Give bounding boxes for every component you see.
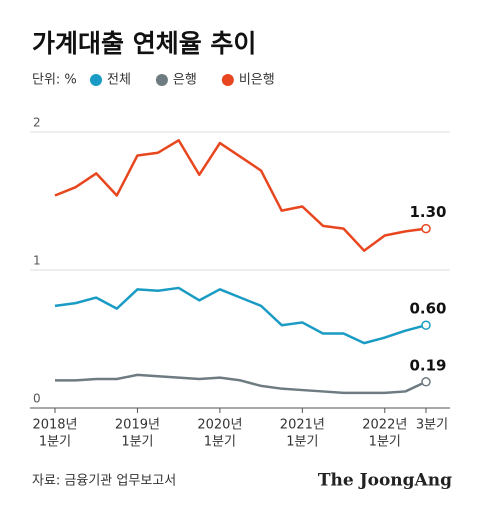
value-label: 0.60 <box>409 300 446 318</box>
legend-swatch <box>155 74 168 86</box>
unit-label: 단위: % <box>32 73 77 88</box>
chart-title: 가계대출 연체율 추이 <box>32 29 256 58</box>
legend: 전체 은행 비은행 <box>90 72 275 88</box>
series-line <box>54 286 427 345</box>
x-tick-label: 1분기 <box>121 435 153 450</box>
x-tick-label: 1분기 <box>369 435 401 450</box>
x-tick-label: 2022년 <box>362 418 407 433</box>
logo: The JoongAng <box>318 471 452 491</box>
y-tick-label: 1 <box>33 254 41 268</box>
x-tick-label: 2020년 <box>197 418 242 433</box>
x-tick-label: 1분기 <box>204 435 236 450</box>
x-tick-label: 2019년 <box>115 418 160 433</box>
legend-label: 비은행 <box>239 72 275 88</box>
plot-area: 0 1 2 2018년 1분기 2019년 1분기 2020년 1분기 2021년 1분기 2022년… <box>30 116 450 450</box>
end-point <box>421 320 431 330</box>
value-label: 0.19 <box>409 356 446 374</box>
series-line <box>55 373 427 395</box>
x-tick-label: 1분기 <box>39 435 71 450</box>
x-tick-label: 3분기 <box>416 418 448 433</box>
legend-swatch <box>221 74 234 86</box>
x-tick-label: 2018년 <box>32 418 77 433</box>
legend-label: 전체 <box>107 73 131 88</box>
series-line <box>54 139 427 252</box>
x-tick-label: 2021년 <box>280 418 325 433</box>
source: 자료: 금융기관 업무보고서 <box>32 474 176 489</box>
y-tick-label: 2 <box>33 116 41 130</box>
legend-swatch <box>90 74 102 86</box>
end-point <box>421 223 431 234</box>
legend-label: 은행 <box>173 72 197 88</box>
x-tick-label: 1분기 <box>286 435 318 450</box>
value-label: 1.30 <box>409 203 446 221</box>
end-point <box>421 377 431 387</box>
y-tick-label: 0 <box>33 392 41 406</box>
